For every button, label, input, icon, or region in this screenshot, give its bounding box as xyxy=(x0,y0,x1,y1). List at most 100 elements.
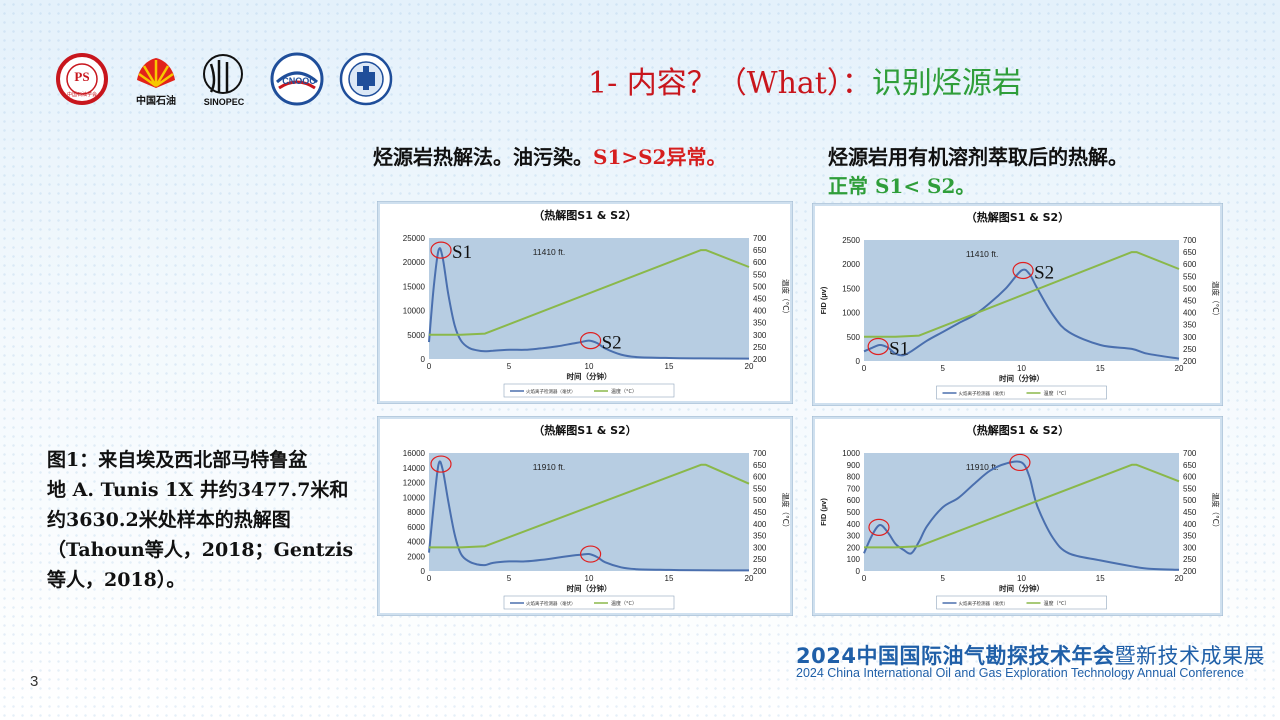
y2-tick-label: 700 xyxy=(1183,449,1197,458)
y-tick-label: 12000 xyxy=(403,479,426,488)
x-axis-label: 时间（分钟） xyxy=(567,583,612,593)
figure-caption-line: （Tahoun等人，2018；Gentzis xyxy=(47,539,354,561)
x-tick-label: 0 xyxy=(427,574,432,583)
y-tick-label: 6000 xyxy=(407,523,425,532)
y2-axis-label: 温度（°C） xyxy=(781,493,791,532)
y-tick-label: 20000 xyxy=(403,258,426,267)
y2-tick-label: 350 xyxy=(753,532,767,541)
temperature-line xyxy=(429,463,750,549)
legend-box xyxy=(503,595,675,610)
y2-tick-label: 450 xyxy=(753,295,767,304)
y-tick-label: 14000 xyxy=(403,464,426,473)
y2-axis-label: 温度（°C） xyxy=(1211,493,1221,532)
y2-tick-label: 250 xyxy=(1183,345,1197,354)
peak-marker-circle xyxy=(1012,261,1034,280)
y2-tick-label: 350 xyxy=(753,319,767,328)
legend-temperature-label: 温度（°C） xyxy=(611,600,637,607)
y-tick-label: 0 xyxy=(856,357,861,366)
depth-annotation: 11910 ft. xyxy=(533,462,565,472)
chart-title: （热解图S1 & S2） xyxy=(966,210,1069,224)
y-tick-label: 500 xyxy=(847,333,861,342)
x-tick-label: 0 xyxy=(427,362,432,371)
legend-temperature-label: 温度（°C） xyxy=(611,388,637,395)
y2-tick-label: 300 xyxy=(1183,333,1197,342)
cnooc-logo-text: CNOOC xyxy=(282,76,316,86)
figure-caption-line: 地 A. Tunis 1X 井约3477.7米和 xyxy=(47,479,349,501)
y-tick-label: 400 xyxy=(847,520,861,529)
logo-row: PS 中国石油学会 中国石油 SINOPEC CNOOC xyxy=(55,52,395,110)
y2-tick-label: 400 xyxy=(753,520,767,529)
peak-label: S1 xyxy=(889,338,909,359)
fid-signal-line xyxy=(428,247,750,360)
y2-axis-label: 温度（°C） xyxy=(781,279,791,318)
y2-tick-label: 550 xyxy=(1183,484,1197,493)
cnpc-logo: 中国石油 xyxy=(136,58,176,107)
y2-tick-label: 250 xyxy=(1183,555,1197,564)
peak-marker-circle xyxy=(1009,453,1031,472)
y2-tick-label: 200 xyxy=(1183,567,1197,576)
x-tick-label: 5 xyxy=(507,362,512,371)
x-tick-label: 20 xyxy=(1175,364,1184,373)
x-tick-label: 10 xyxy=(1017,574,1026,583)
chart-title: （热解图S1 & S2） xyxy=(533,423,636,437)
y-tick-label: 8000 xyxy=(407,508,425,517)
y2-axis-label: 温度（°C） xyxy=(1211,281,1221,320)
conference-name-cn-sub: 暨新技术成果展 xyxy=(1114,644,1265,668)
x-tick-label: 15 xyxy=(1096,574,1105,583)
chart-top-right: （热解图S1 & S2）0500100015002000250020025030… xyxy=(812,203,1223,406)
temperature-line xyxy=(429,249,750,336)
legend-box xyxy=(936,385,1107,400)
y2-tick-label: 300 xyxy=(753,331,767,340)
peak-marker-circle xyxy=(867,337,889,356)
y-tick-label: 1500 xyxy=(842,284,860,293)
y2-tick-label: 400 xyxy=(1183,520,1197,529)
x-tick-label: 5 xyxy=(507,574,512,583)
figure-caption-line: 约3630.2米处样本的热解图 xyxy=(47,509,291,531)
x-tick-label: 5 xyxy=(941,364,946,373)
y2-tick-label: 550 xyxy=(753,270,767,279)
left-caption-highlight: S1>S2异常。 xyxy=(593,145,727,169)
peak-marker-circle xyxy=(580,332,602,350)
legend-box xyxy=(503,383,675,398)
petroleum-society-logo-text: PS xyxy=(74,69,89,84)
y2-tick-label: 450 xyxy=(1183,508,1197,517)
x-axis-label: 时间（分钟） xyxy=(999,583,1044,593)
x-tick-label: 0 xyxy=(862,364,867,373)
y2-tick-label: 600 xyxy=(753,258,767,267)
right-caption-line1: 烃源岩用有机溶剂萃取后的热解。 xyxy=(828,145,1128,169)
y2-tick-label: 600 xyxy=(1183,473,1197,482)
petroleum-society-logo-sub: 中国石油学会 xyxy=(67,91,97,98)
y-tick-label: 5000 xyxy=(407,331,425,340)
y2-tick-label: 550 xyxy=(753,484,767,493)
legend-fid-label: 火焰离子检测器（毫伏） xyxy=(959,600,1009,607)
y-tick-label: 10000 xyxy=(403,307,426,316)
x-tick-label: 20 xyxy=(745,362,754,371)
y2-tick-label: 300 xyxy=(1183,543,1197,552)
y2-tick-label: 450 xyxy=(753,508,767,517)
peak-marker-circle xyxy=(580,545,602,563)
legend-box xyxy=(936,595,1107,610)
y2-tick-label: 650 xyxy=(753,246,767,255)
y-tick-label: 900 xyxy=(847,461,861,470)
y-tick-label: 2000 xyxy=(842,260,860,269)
page-number: 3 xyxy=(30,673,39,690)
legend-temperature-label: 温度（°C） xyxy=(1044,390,1070,397)
legend-temperature-label: 温度（°C） xyxy=(1044,600,1070,607)
peak-label: S1 xyxy=(452,242,472,263)
cnpc-logo-text: 中国石油 xyxy=(136,94,176,107)
y2-tick-label: 200 xyxy=(1183,357,1197,366)
depth-annotation: 11910 ft. xyxy=(966,462,998,472)
y2-tick-label: 700 xyxy=(1183,236,1197,245)
y2-tick-label: 200 xyxy=(753,567,767,576)
y2-tick-label: 650 xyxy=(1183,461,1197,470)
chart-title: （热解图S1 & S2） xyxy=(966,423,1069,437)
depth-annotation: 11410 ft. xyxy=(533,247,565,257)
chart-bottom-left: （热解图S1 & S2）0200040006000800010000120001… xyxy=(377,416,793,616)
y-tick-label: 100 xyxy=(847,555,861,564)
slide-title: 1- 内容？（What）：识别烃源岩 xyxy=(588,58,1022,102)
y-tick-label: 2500 xyxy=(842,236,860,245)
plot-area xyxy=(429,238,749,359)
y-tick-label: 200 xyxy=(847,543,861,552)
figure-caption-line: 图1：来自埃及西北部马特鲁盆 xyxy=(47,449,308,471)
petroleum-society-logo: PS 中国石油学会 xyxy=(56,53,108,105)
